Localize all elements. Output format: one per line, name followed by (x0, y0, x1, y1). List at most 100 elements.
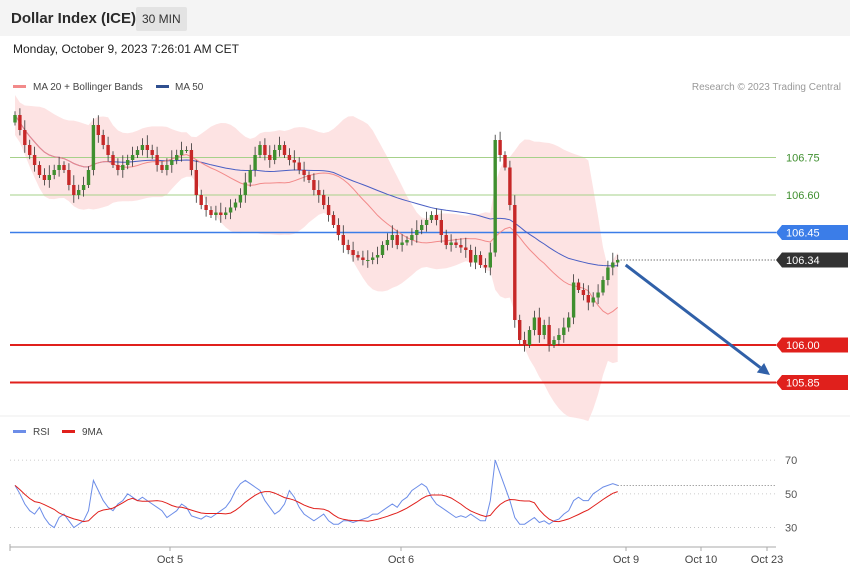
rsi-legend-swatch (13, 430, 26, 433)
candle-body (581, 290, 586, 295)
candle-body (400, 242, 404, 245)
candle-body (557, 335, 561, 340)
price-level-label: 106.60 (786, 190, 820, 202)
interval-selector[interactable]: 30 MIN (136, 7, 187, 31)
candle-body (434, 215, 439, 220)
candle-body (81, 185, 86, 190)
candle-body (282, 145, 287, 155)
candle-body (518, 320, 522, 340)
candle-body (513, 205, 517, 320)
candle-body (503, 155, 507, 168)
candle-body (101, 135, 105, 145)
candle-body (18, 115, 22, 130)
candle-body (37, 165, 42, 175)
candle-body (611, 262, 615, 268)
candle-body (312, 180, 316, 190)
candle-body (444, 235, 448, 245)
candle-body (189, 150, 194, 170)
price-level-label: 106.45 (786, 228, 820, 240)
candle-body (130, 155, 135, 160)
candle-body (469, 250, 473, 263)
candle-body (292, 160, 296, 163)
candle-body (199, 195, 203, 205)
candle-body (601, 280, 605, 293)
bollinger-band-area (15, 95, 618, 422)
candle-body (429, 215, 434, 220)
candle-body (160, 165, 164, 170)
candle-body (307, 175, 311, 180)
candle-body (322, 195, 326, 205)
candle-body (527, 330, 532, 345)
candle-body (385, 240, 390, 245)
price-level-tag (776, 375, 848, 390)
candle-body (263, 145, 267, 155)
x-axis-tick-label: Oct 9 (613, 554, 639, 566)
candle-body (248, 170, 252, 183)
candle-body (395, 235, 399, 245)
ma9-legend-swatch (62, 430, 75, 433)
candle-body (77, 190, 81, 195)
candle-body (537, 317, 541, 335)
x-axis-tick-label: Oct 23 (751, 554, 783, 566)
price-level-label: 106.75 (786, 153, 820, 165)
candle-body (273, 150, 277, 160)
candle-body (488, 252, 492, 268)
candle-body (204, 205, 208, 210)
price-level-label: 105.85 (786, 378, 820, 390)
rsi-tick-label: 70 (785, 455, 797, 467)
candle-body (287, 155, 292, 160)
candle-body (228, 207, 233, 213)
price-levels: 106.75 106.60 106.45 106.34 106.00 105.85 (10, 153, 848, 390)
candle-body (331, 215, 336, 225)
candle-body (170, 160, 174, 165)
candle-body (366, 260, 370, 261)
candle-body (106, 145, 110, 155)
candle-body (297, 162, 301, 170)
candle-body (184, 150, 189, 151)
candle-body (238, 195, 243, 203)
candle-body (508, 167, 512, 205)
bollinger-band (15, 95, 618, 422)
candle-body (175, 155, 179, 160)
candle-body (532, 317, 537, 330)
candle-body (209, 210, 213, 215)
candle-body (390, 235, 394, 240)
candle-body (493, 140, 497, 253)
candle-body (473, 255, 478, 263)
moving-averages (14, 114, 619, 315)
candle-body (140, 145, 145, 150)
candle-body (317, 190, 321, 195)
price-level-label: 106.00 (786, 340, 820, 352)
candle-body (155, 155, 159, 165)
rsi-ma-line (14, 485, 618, 523)
candle-body (415, 230, 419, 235)
candle-body (57, 165, 61, 170)
candle-body (449, 242, 453, 245)
candle-body (576, 282, 581, 290)
candle-body (277, 145, 282, 150)
candle-body (96, 125, 100, 135)
candle-body (562, 327, 566, 335)
rsi-tick-label: 30 (785, 523, 797, 535)
candle-body (606, 267, 610, 280)
candle-body (258, 145, 262, 155)
ma50-legend-label: MA 50 (175, 82, 204, 93)
candle-body (268, 155, 272, 160)
x-axis-tick-label: Oct 5 (157, 554, 183, 566)
candle-body (380, 245, 385, 255)
price-level-tag (776, 252, 848, 268)
candle-body (424, 220, 429, 225)
candle-body (126, 160, 130, 165)
candle-body (326, 205, 331, 215)
candle-body (405, 240, 409, 243)
rsi-legend-label: RSI (33, 427, 50, 438)
candle-body (361, 257, 365, 260)
candle-body (214, 212, 218, 215)
forecast-arrow-shaft (624, 263, 762, 369)
candle-body (302, 170, 306, 175)
instrument-title: Dollar Index (ICE) (11, 10, 137, 27)
candle-body (13, 115, 17, 123)
candle-body (420, 225, 424, 230)
candle-body (47, 175, 51, 180)
